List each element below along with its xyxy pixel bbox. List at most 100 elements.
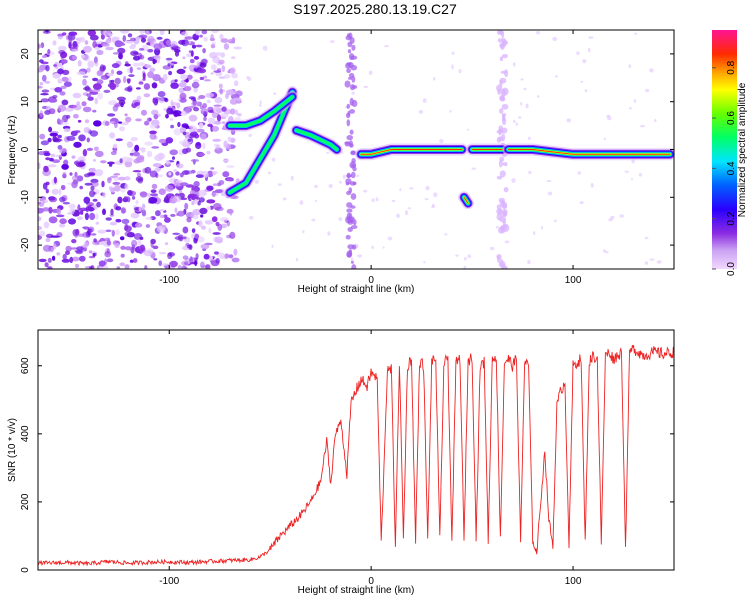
noise-speckle [57,68,64,75]
noise-speckle [196,128,205,133]
noise-speckle [603,249,606,253]
noise-speckle [96,79,104,85]
noise-speckle [102,192,106,198]
noise-speckle [229,67,236,75]
noise-speckle [94,46,101,51]
noise-speckle [455,254,459,257]
noise-speckle [113,173,121,176]
band-speckle [346,119,351,127]
noise-speckle [169,149,178,156]
noise-speckle [221,106,227,112]
noise-speckle [144,141,153,146]
noise-speckle [104,251,111,258]
noise-speckle [375,197,379,202]
noise-speckle [45,237,51,243]
band-speckle [500,88,507,97]
noise-speckle [124,231,134,237]
noise-speckle [219,88,223,95]
band-speckle [501,212,508,218]
noise-speckle [130,50,139,57]
noise-speckle [489,246,495,251]
noise-speckle [555,75,558,78]
noise-speckle [117,47,126,54]
noise-speckle [133,62,139,67]
colorbar: 0.0 0.2 0.4 0.6 0.8 Normalized spectral ampl… [712,30,748,276]
noise-speckle [139,54,145,60]
noise-speckle [59,223,66,228]
noise-speckle [212,170,219,175]
band-speckle [501,113,507,117]
noise-speckle [115,218,122,223]
noise-speckle [201,30,208,35]
band-speckle [350,260,354,264]
noise-speckle [267,171,271,175]
noise-speckle [200,214,204,218]
noise-speckle [189,58,195,64]
noise-speckle [147,48,154,53]
noise-speckle [212,183,219,186]
noise-speckle [114,184,121,192]
noise-speckle [271,244,274,248]
noise-speckle [118,52,123,60]
noise-speckle [83,45,92,53]
noise-speckle [83,127,90,133]
noise-speckle [210,260,216,264]
noise-speckle [59,91,66,96]
signal-tracks [223,86,674,210]
noise-speckle [371,198,375,203]
noise-speckle [166,107,174,115]
noise-speckle [73,104,82,111]
noise-speckle [95,221,100,225]
noise-speckle [58,45,67,52]
noise-speckle [170,82,179,89]
band-speckle [498,160,503,168]
noise-speckle [119,126,125,132]
noise-speckle [87,60,95,68]
noise-speckle [106,258,114,263]
noise-speckle [162,73,168,81]
noise-speckle [59,218,67,225]
noise-speckle [165,57,173,61]
band-speckle [348,76,353,80]
band-speckle [496,175,503,180]
track-layer [507,149,671,155]
noise-speckle [187,193,197,198]
noise-speckle [152,163,162,168]
noise-speckle [68,203,76,210]
noise-speckle [218,83,223,89]
noise-speckle [47,137,52,143]
noise-speckle [409,187,414,190]
noise-speckle [149,130,157,135]
noise-speckle [59,196,66,203]
noise-speckle [182,170,190,176]
noise-speckle [68,31,78,36]
noise-speckle [649,68,654,73]
noise-speckle [218,59,225,65]
band-speckle [499,216,506,223]
noise-speckle [120,245,126,250]
noise-speckle [606,114,611,118]
noise-speckle [216,114,222,122]
noise-speckle [512,62,516,67]
noise-speckle [624,170,629,173]
noise-speckle [76,233,85,237]
noise-speckle [422,98,427,103]
noise-speckle [206,185,214,191]
noise-speckle [75,263,79,269]
noise-speckle [254,179,260,184]
noise-speckle [59,148,66,154]
noise-speckle [94,169,104,177]
noise-speckle [262,45,268,51]
signal-track [223,90,299,132]
noise-speckle [273,92,277,95]
noise-speckle [138,147,146,151]
y-tick-label: 600 [20,357,31,374]
noise-speckle [116,96,126,102]
noise-speckle [552,36,558,42]
noise-speckle [124,183,129,190]
noise-speckle [202,48,206,54]
noise-speckle [77,204,81,212]
noise-speckle [87,30,97,37]
noise-speckle [105,46,114,51]
noise-speckle [92,109,97,113]
